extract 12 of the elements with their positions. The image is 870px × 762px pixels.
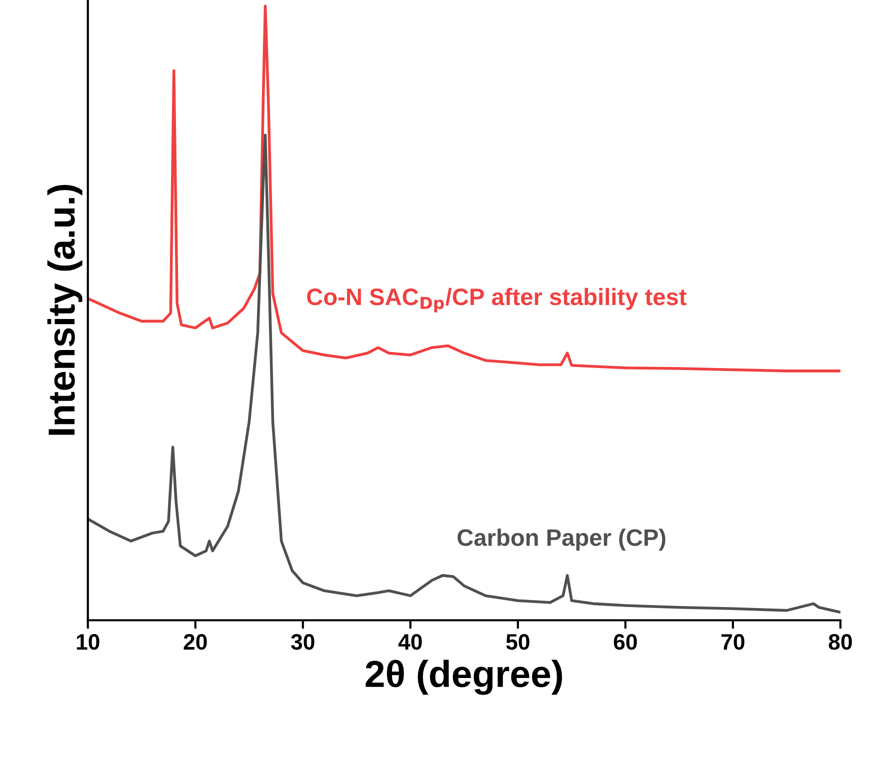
x-tick-label: 60	[614, 634, 637, 650]
y-axis-title: Intensity (a.u.)	[47, 184, 82, 435]
x-tick-label: 10	[76, 634, 100, 650]
x-tick-label: 40	[398, 634, 422, 650]
x-tick-label: 80	[828, 634, 852, 650]
x-axis-title: 2θ (degree)	[366, 660, 562, 695]
series-label: Co-N SAC$_{Dp}$/CP after stability test	[307, 288, 686, 312]
x-tick-label: 50	[506, 634, 530, 650]
series-label: Carbon Paper (CP)	[458, 528, 666, 551]
x-tick-label: 20	[184, 634, 207, 650]
x-tick-label: 70	[722, 634, 744, 650]
x-tick-label: 30	[291, 634, 314, 650]
